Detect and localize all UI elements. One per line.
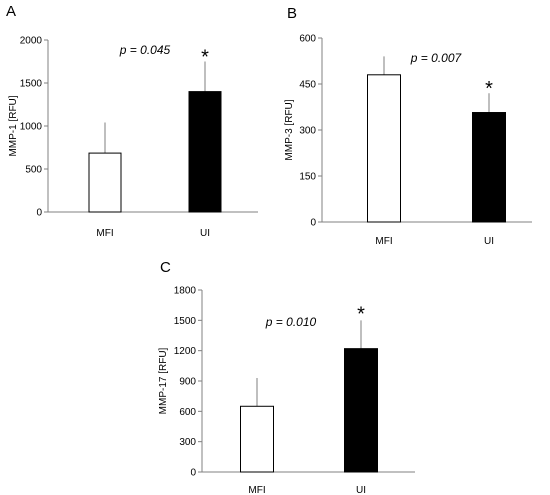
y-tick-label: 150 <box>299 172 316 183</box>
y-tick-label: 600 <box>179 407 196 418</box>
y-tick-label: 2000 <box>20 36 43 47</box>
y-tick-label: 1800 <box>174 286 197 297</box>
y-tick-label: 500 <box>25 165 42 176</box>
bar-ui <box>188 91 222 213</box>
x-category-label: UI <box>484 236 494 247</box>
y-axis-label: MMP-1 [RFU] <box>8 95 19 156</box>
y-tick-label: 0 <box>36 208 42 219</box>
y-tick-label: 0 <box>310 218 316 229</box>
panel-a: A MMP-1 [RFU] 0 500 1000 1500 2000 MFI UI p = 0.0… <box>6 3 258 239</box>
y-tick-label: 1000 <box>20 122 43 133</box>
x-category-label: MFI <box>96 228 113 239</box>
y-tick-label: 450 <box>299 80 316 91</box>
x-category-label: UI <box>200 228 210 239</box>
panel-c: C MMP-17 [RFU] 0 300 600 900 1200 1500 1800 MFI UI… <box>158 259 415 495</box>
y-axis-label: MMP-3 [RFU] <box>284 99 295 160</box>
bar-ui <box>472 112 506 223</box>
bar-mfi <box>88 152 122 213</box>
p-value-annotation: p = 0.010 <box>265 315 317 329</box>
y-tick-label: 300 <box>299 126 316 137</box>
x-category-label: UI <box>356 485 366 495</box>
y-axis-label: MMP-17 [RFU] <box>158 347 169 414</box>
y-tick-label: 1500 <box>174 316 197 327</box>
bar-mfi <box>240 405 274 473</box>
y-tick-label: 900 <box>179 377 196 388</box>
y-tick-label: 0 <box>190 468 196 479</box>
panel-b: B MMP-3 [RFU] 0 150 300 450 600 MFI UI p = 0.007 * <box>284 5 532 247</box>
x-category-label: MFI <box>248 485 265 495</box>
y-tick-label: 600 <box>299 34 316 45</box>
panel-letter: A <box>6 3 16 20</box>
p-value-annotation: p = 0.007 <box>410 51 463 65</box>
y-tick-label: 1500 <box>20 79 43 90</box>
y-tick-label: 300 <box>179 437 196 448</box>
bar-mfi <box>367 74 401 223</box>
significance-asterisk: * <box>485 78 493 100</box>
panel-letter: B <box>287 5 297 22</box>
significance-asterisk: * <box>357 303 365 325</box>
significance-asterisk: * <box>201 47 209 69</box>
bar-ui <box>344 348 378 473</box>
y-tick-label: 1200 <box>174 346 197 357</box>
x-category-label: MFI <box>375 236 392 247</box>
p-value-annotation: p = 0.045 <box>119 43 171 57</box>
panel-letter: C <box>160 259 171 276</box>
